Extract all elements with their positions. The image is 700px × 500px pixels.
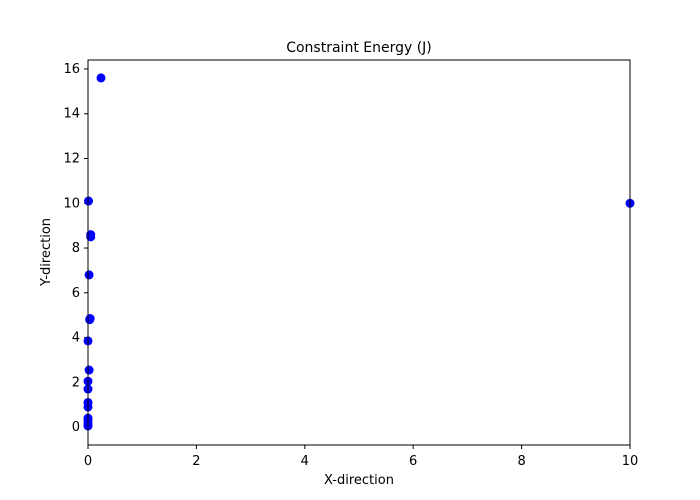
x-tick-label: 0 [84,454,92,469]
y-tick-label: 12 [63,151,80,166]
y-tick-label: 2 [72,375,80,390]
y-axis-ticks: 0 2 4 6 8 10 12 14 16 [63,62,88,435]
y-tick-label: 10 [63,196,80,211]
y-tick-label: 16 [63,62,80,77]
data-point [84,270,94,280]
y-tick-label: 8 [72,241,80,256]
x-tick-label: 10 [622,454,639,469]
chart-title: Constraint Energy (J) [286,40,432,56]
plot-frame [87,59,631,446]
x-tick-label: 4 [301,454,309,469]
x-tick-label: 6 [409,454,417,469]
y-axis-label: Y-direction [39,218,54,287]
x-axis-label: X-direction [324,473,394,488]
data-point [84,196,94,206]
data-point [96,73,106,83]
x-tick-label: 8 [517,454,525,469]
y-tick-label: 0 [72,420,80,435]
x-tick-label: 2 [192,454,200,469]
data-point [84,365,94,375]
y-tick-label: 4 [72,331,80,346]
y-tick-label: 14 [63,107,80,122]
data-point [85,315,95,325]
y-tick-label: 6 [72,286,80,301]
x-axis-ticks: 0 2 4 6 8 10 [84,445,638,469]
plot-area [88,60,630,445]
